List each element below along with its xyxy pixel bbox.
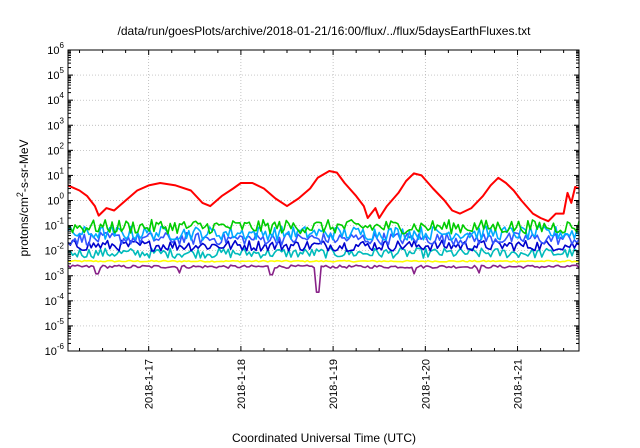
x-tick-label: 2018-1-18 bbox=[236, 359, 248, 409]
y-tick-base: 10 bbox=[47, 95, 59, 107]
series-line-7 bbox=[67, 259, 580, 263]
y-tick-exponent: 1 bbox=[60, 166, 65, 175]
y-tick-label: 10-4 bbox=[45, 292, 65, 308]
x-tick-label: 2018-1-17 bbox=[144, 359, 156, 409]
y-tick-label: 105 bbox=[47, 66, 64, 82]
y-tick-exponent: -5 bbox=[57, 317, 65, 326]
y-tick-label: 10-6 bbox=[45, 342, 65, 358]
y-tick-exponent: -1 bbox=[57, 217, 65, 226]
series-group bbox=[67, 170, 580, 293]
series-line-6 bbox=[67, 247, 580, 259]
y-tick-exponent: -4 bbox=[57, 292, 65, 301]
series-line-8 bbox=[67, 264, 580, 293]
y-tick-label: 101 bbox=[47, 166, 64, 182]
x-axis-label: Coordinated Universal Time (UTC) bbox=[232, 431, 416, 445]
y-tick-exponent: -6 bbox=[57, 342, 65, 351]
series-line-1 bbox=[67, 170, 580, 223]
y-tick-label: 10-5 bbox=[45, 317, 65, 333]
y-tick-base: 10 bbox=[45, 346, 57, 358]
y-tick-label: 104 bbox=[47, 91, 64, 107]
y-tick-base: 10 bbox=[47, 120, 59, 132]
y-tick-label: 10-3 bbox=[45, 267, 65, 283]
ticks bbox=[68, 49, 579, 352]
y-tick-base: 10 bbox=[47, 45, 59, 57]
y-tick-exponent: 6 bbox=[60, 41, 65, 50]
series-line-2 bbox=[67, 218, 580, 235]
y-tick-label: 10-2 bbox=[45, 242, 65, 258]
y-tick-base: 10 bbox=[45, 221, 57, 233]
y-tick-exponent: 3 bbox=[60, 116, 65, 125]
y-axis-label-post: -s-sr-MeV bbox=[17, 139, 31, 192]
y-tick-exponent: 5 bbox=[60, 66, 65, 75]
y-tick-exponent: -3 bbox=[57, 267, 65, 276]
y-tick-base: 10 bbox=[47, 196, 59, 208]
y-tick-base: 10 bbox=[45, 246, 57, 258]
y-tick-base: 10 bbox=[47, 70, 59, 82]
y-tick-base: 10 bbox=[45, 296, 57, 308]
y-tick-exponent: 0 bbox=[60, 192, 65, 201]
y-tick-label: 102 bbox=[47, 141, 64, 157]
y-tick-base: 10 bbox=[45, 271, 57, 283]
grid bbox=[68, 50, 579, 351]
y-tick-label: 106 bbox=[47, 41, 64, 57]
y-tick-label: 100 bbox=[47, 192, 64, 208]
y-tick-base: 10 bbox=[47, 170, 59, 182]
y-axis-label: protons/cm2-s-sr-MeV bbox=[15, 139, 31, 256]
x-tick-label: 2018-1-21 bbox=[513, 359, 525, 409]
chart-title: /data/run/goesPlots/archive/2018-01-21/1… bbox=[118, 24, 532, 38]
y-tick-base: 10 bbox=[47, 145, 59, 157]
x-tick-label: 2018-1-20 bbox=[420, 359, 432, 409]
y-axis-label-sup: 2 bbox=[15, 192, 25, 197]
y-axis-label-pre: protons/cm bbox=[17, 197, 31, 256]
x-tick-label: 2018-1-19 bbox=[328, 359, 340, 409]
y-tick-label: 103 bbox=[47, 116, 64, 132]
y-tick-labels: 10-610-510-410-310-210-11001011021031041… bbox=[45, 41, 65, 358]
y-tick-exponent: 2 bbox=[60, 141, 65, 150]
x-tick-labels: 2018-1-17 2018-1-18 2018-1-19 2018-1-20 2018… bbox=[144, 359, 525, 409]
y-tick-label: 10-1 bbox=[45, 217, 65, 233]
y-tick-exponent: 4 bbox=[60, 91, 65, 100]
y-tick-exponent: -2 bbox=[57, 242, 65, 251]
y-tick-base: 10 bbox=[45, 321, 57, 333]
